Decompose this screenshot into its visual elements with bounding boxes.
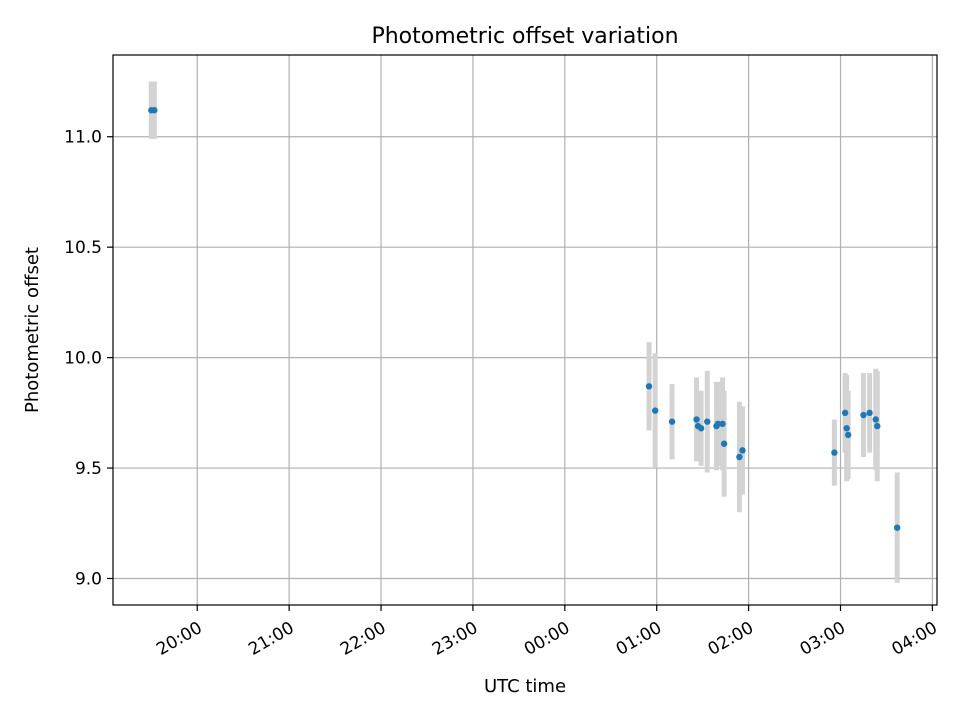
data-point	[872, 416, 879, 423]
x-axis-label: UTC time	[484, 676, 566, 697]
data-point	[831, 449, 838, 456]
y-tick-label: 10.0	[64, 349, 102, 369]
data-point	[736, 453, 743, 461]
data-point	[893, 524, 901, 531]
y-axis: 9.0 9.5 10.0 10.5 11.0	[64, 128, 113, 589]
data-point	[844, 431, 852, 439]
y-tick-label: 9.5	[75, 459, 102, 479]
y-tick-label: 9.0	[75, 569, 102, 589]
data-point	[874, 422, 881, 430]
data-point	[693, 416, 700, 423]
data-point	[739, 447, 746, 454]
y-tick-label: 11.0	[64, 128, 102, 148]
data-point	[719, 420, 726, 428]
data-point	[843, 425, 850, 432]
data-point	[697, 425, 705, 432]
data-point	[866, 409, 873, 417]
data-point	[714, 420, 722, 428]
y-tick-label: 10.5	[64, 238, 102, 258]
chart-title: Photometric offset variation	[371, 24, 678, 49]
grid	[113, 55, 937, 605]
data-point	[704, 418, 711, 425]
y-axis-label: Photometric offset	[22, 247, 43, 413]
data-point	[841, 409, 849, 417]
data-point	[720, 440, 728, 447]
data-point	[645, 383, 653, 390]
data-points	[148, 107, 901, 531]
data-point	[860, 411, 867, 419]
data-point	[668, 418, 676, 425]
plot-frame	[112, 54, 938, 606]
data-point	[651, 407, 659, 414]
data-point	[151, 107, 158, 114]
